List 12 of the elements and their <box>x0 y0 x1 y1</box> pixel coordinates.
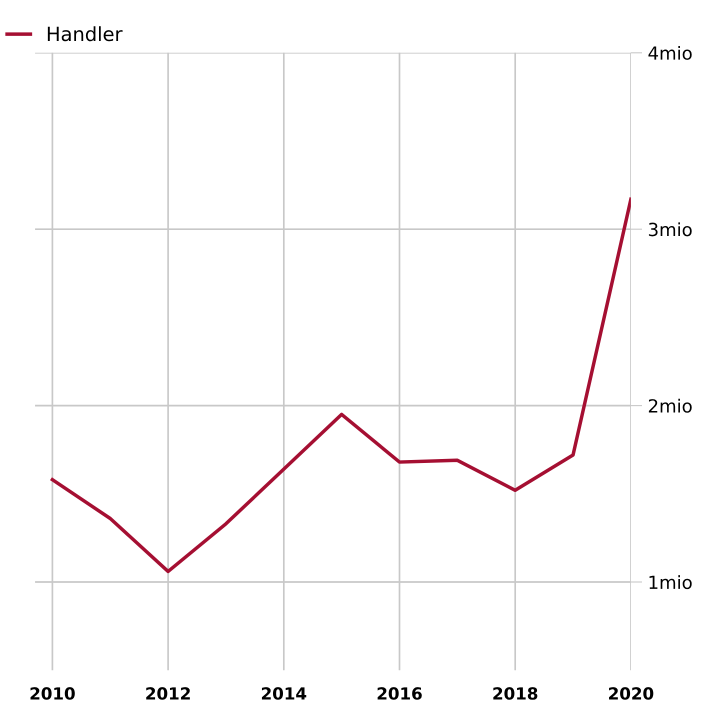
y-tick-label: 1mio <box>650 575 692 590</box>
x-tick-label: 2010 <box>30 687 75 700</box>
x-tick-label: 2020 <box>609 687 654 700</box>
y-tick-label: 4mio <box>648 46 692 60</box>
x-tick-label: 2018 <box>493 687 538 700</box>
x-tick-label: 2016 <box>378 687 422 700</box>
y-tick-label: 2mio <box>648 398 692 413</box>
line-series <box>50 197 631 574</box>
x-tick-label: 2014 <box>262 687 306 700</box>
legend-label: Handler <box>48 26 123 42</box>
x-tick-label: 2012 <box>146 687 190 700</box>
y-tick-label: 3mio <box>648 222 692 236</box>
